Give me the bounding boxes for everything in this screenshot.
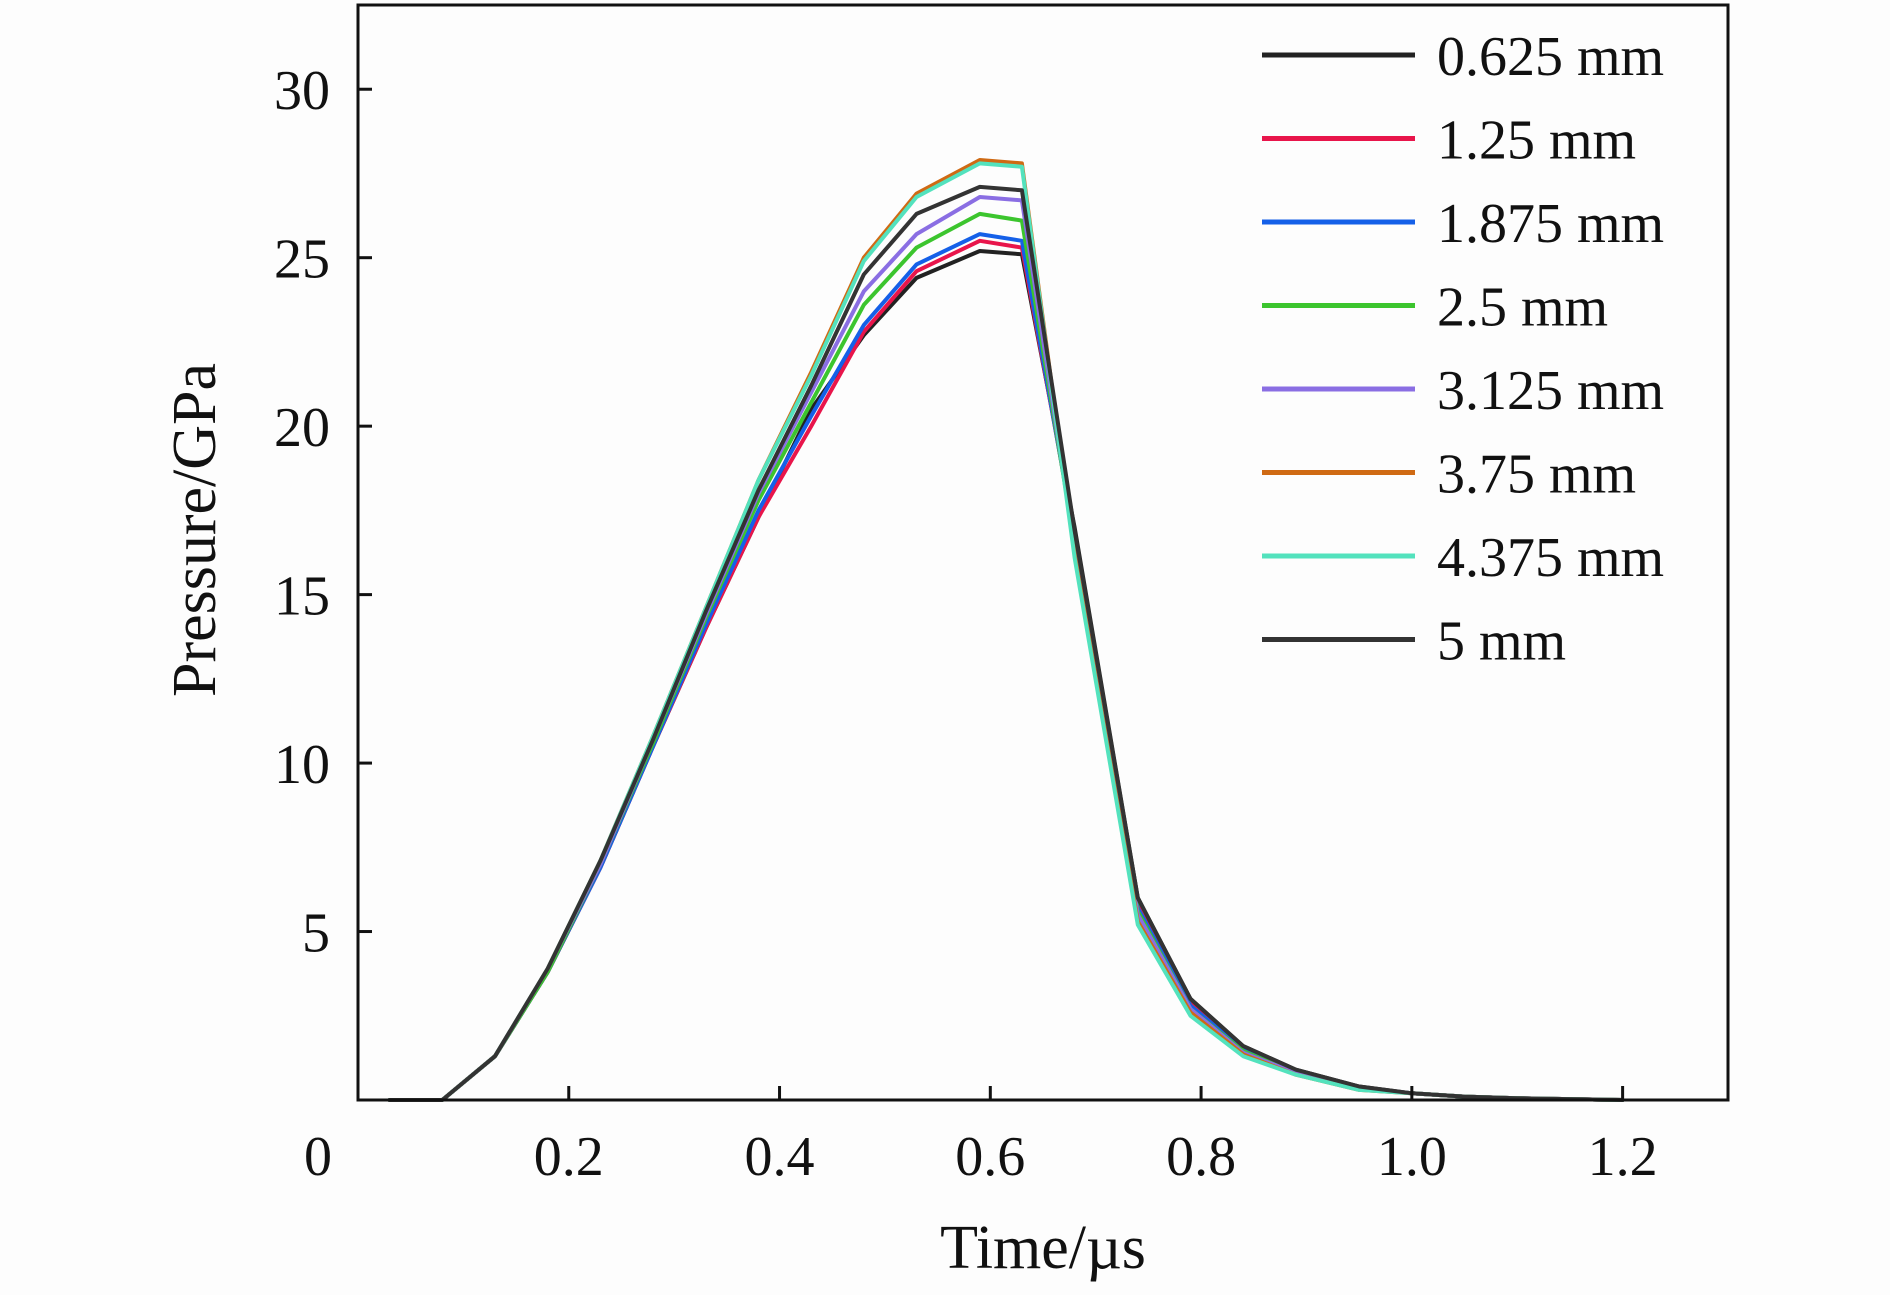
- y-tick-label: 15: [274, 566, 330, 628]
- legend-label: 0.625 mm: [1437, 26, 1664, 88]
- x-origin-label: 0: [304, 1126, 332, 1188]
- legend-label: 2.5 mm: [1437, 277, 1608, 339]
- x-tick-label: 0.8: [1166, 1126, 1236, 1188]
- x-tick-label: 1.2: [1588, 1126, 1658, 1188]
- x-tick-label: 1.0: [1377, 1126, 1447, 1188]
- x-tick-label: 0.2: [534, 1126, 604, 1188]
- legend-label: 1.25 mm: [1437, 110, 1636, 172]
- series-layer: [387, 158, 1625, 1102]
- y-tick-label: 10: [274, 734, 330, 796]
- y-axis-title: Pressure/GPa: [161, 363, 229, 697]
- legend-label: 3.75 mm: [1437, 444, 1636, 506]
- legend-label: 5 mm: [1437, 611, 1566, 673]
- series-line: [387, 184, 1625, 1102]
- x-tick-label: 0.4: [745, 1126, 815, 1188]
- y-tick-label: 25: [274, 229, 330, 291]
- x-tick-label: 0.6: [955, 1126, 1025, 1188]
- legend-label: 1.875 mm: [1437, 193, 1664, 255]
- legend-label: 4.375 mm: [1437, 527, 1664, 589]
- ticks-layer: 0.2 0.4 0.6 0.8 1.0 1.2 5 10 15 20 25 30: [274, 60, 1658, 1188]
- y-tick-label: 20: [274, 397, 330, 459]
- legend: 0.625 mm 1.25 mm 1.875 mm 2.5 mm 3.125 mm 3.7…: [1262, 26, 1664, 673]
- legend-label: 3.125 mm: [1437, 360, 1664, 422]
- x-axis-title: Time/µs: [940, 1214, 1146, 1282]
- plot-frame: [356, 3, 1730, 1102]
- y-tick-label: 5: [302, 903, 330, 965]
- y-tick-label: 30: [274, 60, 330, 122]
